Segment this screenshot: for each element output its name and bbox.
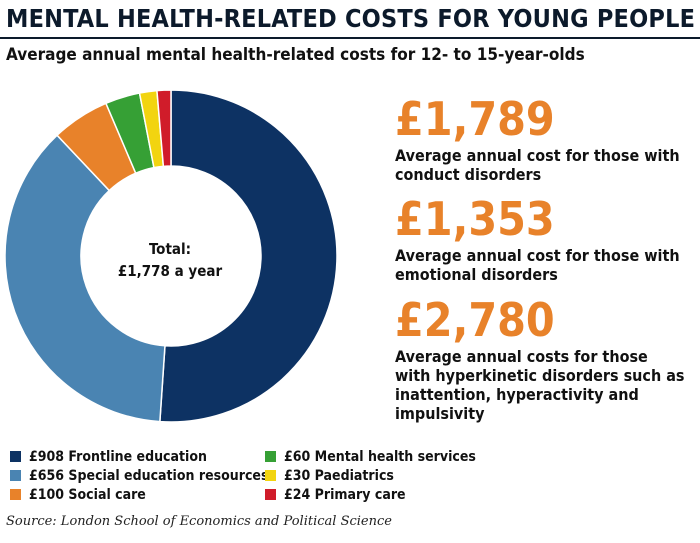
stat-description: Average annual costs for those with hype… bbox=[395, 347, 685, 423]
slice-frontline-education bbox=[159, 89, 338, 423]
chart-subtitle: Average annual mental health-related cos… bbox=[6, 45, 585, 65]
legend-item-primary-care: £24 Primary care bbox=[265, 485, 476, 504]
legend-column-2: £60 Mental health services £30 Paediatri… bbox=[265, 447, 476, 504]
legend-label: £100 Social care bbox=[29, 486, 146, 503]
legend-label: £24 Primary care bbox=[284, 486, 406, 503]
legend-swatch bbox=[265, 489, 276, 500]
stat-value: £2,780 bbox=[395, 293, 555, 347]
legend-swatch bbox=[10, 489, 21, 500]
source-note: Source: London School of Economics and P… bbox=[6, 514, 392, 529]
center-label-line-2: £1,778 a year bbox=[117, 262, 223, 280]
legend-item-social-care: £100 Social care bbox=[10, 485, 268, 504]
donut-chart bbox=[4, 89, 338, 423]
legend-swatch bbox=[10, 451, 21, 462]
slice-special-education bbox=[4, 134, 166, 423]
legend-label: £656 Special education resources bbox=[29, 467, 269, 484]
legend-label: £60 Mental health services bbox=[284, 448, 476, 465]
donut-center-label: Total: £1,778 a year bbox=[110, 238, 230, 282]
slice-primary-care bbox=[156, 89, 172, 168]
legend-swatch bbox=[265, 470, 276, 481]
legend-item-frontline-education: £908 Frontline education bbox=[10, 447, 268, 466]
legend-label: £30 Paediatrics bbox=[284, 467, 394, 484]
stat-description: Average annual cost for those with condu… bbox=[395, 146, 680, 184]
stat-value: £1,789 bbox=[395, 92, 555, 146]
legend-item-special-education: £656 Special education resources bbox=[10, 466, 268, 485]
stat-hyperkinetic-disorders: £2,780 Average annual costs for those wi… bbox=[395, 297, 685, 423]
legend-item-mental-health-services: £60 Mental health services bbox=[265, 447, 476, 466]
legend-column-1: £908 Frontline education £656 Special ed… bbox=[10, 447, 268, 504]
legend-swatch bbox=[10, 470, 21, 481]
chart-title: MENTAL HEALTH-RELATED COSTS FOR YOUNG PE… bbox=[6, 4, 696, 33]
stat-description: Average annual cost for those with emoti… bbox=[395, 246, 680, 284]
legend-swatch bbox=[265, 451, 276, 462]
stat-emotional-disorders: £1,353 Average annual cost for those wit… bbox=[395, 196, 680, 284]
title-rule bbox=[0, 37, 700, 39]
stat-conduct-disorders: £1,789 Average annual cost for those wit… bbox=[395, 96, 680, 184]
legend-label: £908 Frontline education bbox=[29, 448, 207, 465]
legend-item-paediatrics: £30 Paediatrics bbox=[265, 466, 476, 485]
center-label-line-1: Total: bbox=[148, 240, 192, 258]
stat-value: £1,353 bbox=[395, 192, 555, 246]
